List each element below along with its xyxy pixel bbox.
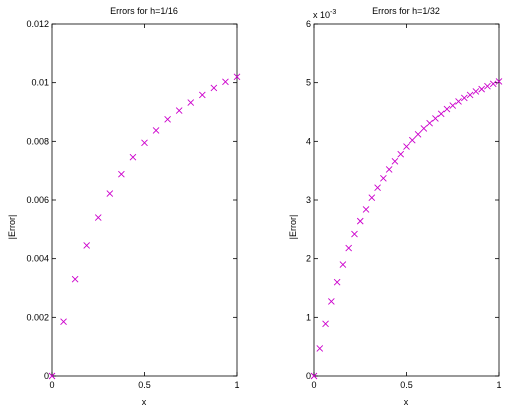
- data-point-marker: [60, 318, 67, 326]
- data-point-marker: [380, 174, 387, 182]
- data-point-marker: [351, 230, 358, 238]
- y-tick-label: 0: [44, 371, 49, 381]
- data-point-marker: [198, 91, 206, 99]
- data-point-marker: [460, 94, 468, 102]
- data-point-marker: [478, 85, 485, 93]
- y-tick-label: 0.004: [26, 254, 49, 264]
- y-tick-label: 5: [306, 78, 311, 88]
- data-point-marker: [362, 206, 370, 213]
- plot-area-right: 0 0.5 1 0 1 2 3 4 5 6: [306, 19, 503, 390]
- data-point-marker: [385, 166, 393, 173]
- data-point-marker: [466, 91, 474, 99]
- x-tick-label: 1: [496, 380, 501, 390]
- data-point-marker: [345, 244, 353, 252]
- data-point-marker: [187, 99, 195, 106]
- y-tick-label: 2: [306, 254, 311, 264]
- data-point-marker: [484, 82, 491, 90]
- chart-title-left: Errors for h=1/16: [110, 6, 178, 16]
- y-tick-label: 0.002: [26, 312, 49, 322]
- y-tick-label: 0.006: [26, 195, 49, 205]
- data-point-marker: [118, 170, 125, 178]
- chart-panel-right: Errors for h=1/32 x 10-3 0 0.5 1 0 1 2 3 4 5 6 x …: [288, 6, 503, 407]
- data-point-marker: [403, 143, 410, 150]
- data-point-marker: [316, 345, 324, 352]
- data-point-marker: [164, 116, 171, 123]
- x-tick-label: 0: [311, 380, 316, 390]
- data-point-marker: [432, 115, 439, 122]
- y-exponent-power: -3: [330, 9, 336, 16]
- data-point-marker: [328, 298, 335, 305]
- y-tick-label: 6: [306, 19, 311, 29]
- data-point-marker: [48, 372, 56, 380]
- data-point-marker: [152, 127, 160, 134]
- x-axis-label-left: x: [142, 397, 147, 407]
- y-tick-label: 4: [306, 136, 311, 146]
- data-point-marker: [94, 214, 102, 221]
- data-point-marker: [83, 242, 91, 249]
- y-tick-label: 0.008: [26, 136, 49, 146]
- y-exponent-label-right: x 10-3: [313, 9, 336, 20]
- y-exponent-base: x 10: [313, 10, 330, 20]
- data-point-marker: [374, 184, 381, 191]
- chart-title-right: Errors for h=1/32: [372, 6, 440, 16]
- data-point-marker: [233, 73, 241, 81]
- data-point-marker: [408, 136, 416, 144]
- data-point-marker: [426, 119, 433, 127]
- chart-panel-left: Errors for h=1/16 0 0.5 100.0020.0040.0060…: [7, 6, 241, 407]
- data-point-marker: [141, 139, 148, 147]
- data-point-marker: [420, 125, 428, 132]
- x-tick-label: 0.5: [138, 380, 151, 390]
- data-point-marker: [489, 80, 497, 88]
- y-tick-label: 0.01: [31, 78, 49, 88]
- data-point-marker: [210, 84, 218, 92]
- y-tick-label: 3: [306, 195, 311, 205]
- data-point-marker: [106, 190, 114, 197]
- y-tick-label: 1: [306, 312, 311, 322]
- data-point-marker: [310, 372, 318, 380]
- data-point-marker: [437, 110, 445, 118]
- x-tick-label: 1: [234, 380, 239, 390]
- data-point-marker: [455, 98, 462, 105]
- y-tick-label: 0: [306, 371, 311, 381]
- data-point-marker: [449, 102, 457, 109]
- plot-area-left: 0 0.5 1 0 0.002 0.004 0.006 0.008 0.01 0.012: [26, 19, 241, 390]
- y-tick-label: 0.012: [26, 19, 49, 29]
- data-point-marker: [333, 278, 341, 286]
- x-tick-label: 0: [49, 380, 54, 390]
- data-point-marker: [129, 153, 137, 161]
- data-point-marker: [397, 150, 405, 158]
- data-point-marker: [356, 217, 364, 225]
- data-point-marker: [222, 78, 229, 86]
- data-point-marker: [443, 105, 451, 113]
- data-point-marker: [322, 320, 329, 328]
- data-point-marker: [495, 78, 503, 85]
- data-point-marker: [414, 130, 422, 138]
- data-point-marker: [175, 107, 183, 114]
- y-axis-label-left: |Error|: [7, 215, 17, 240]
- data-point-marker: [339, 261, 347, 268]
- x-axis-label-right: x: [404, 397, 409, 407]
- data-point-marker: [391, 157, 399, 165]
- data-point-marker: [71, 275, 79, 283]
- data-point-marker: [472, 88, 480, 95]
- x-tick-label: 0.5: [400, 380, 413, 390]
- data-point-marker: [368, 194, 376, 201]
- y-axis-label-right: |Error|: [288, 215, 298, 240]
